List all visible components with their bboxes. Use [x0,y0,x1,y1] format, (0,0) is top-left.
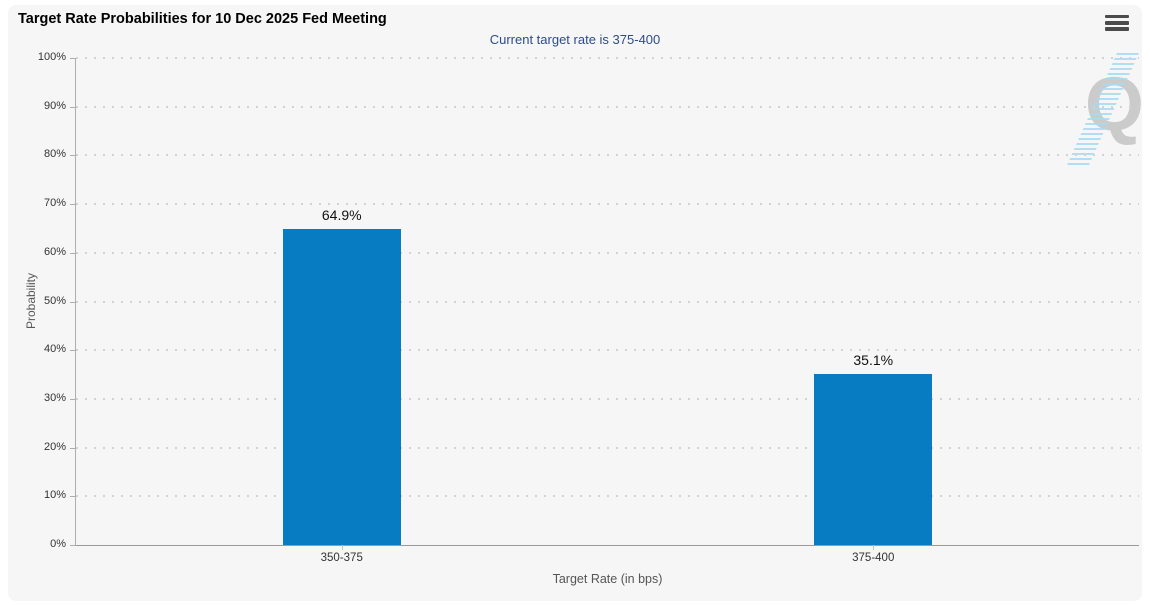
hamburger-icon [1105,21,1129,25]
y-gridline [76,397,1139,400]
y-tick-label: 60% [43,245,66,258]
y-gridline [76,446,1139,449]
y-tick-mark [70,58,76,59]
y-tick-label: 50% [43,294,66,307]
y-tick-label: 10% [43,489,66,502]
y-gridline [76,349,1139,352]
x-tick-label: 375-400 [852,552,895,564]
x-axis-title: Target Rate (in bps) [552,572,663,586]
y-tick-mark [70,301,76,303]
y-tick-label: 30% [43,391,66,404]
y-tick-label: 90% [43,99,66,112]
y-tick-label: 0% [50,538,66,550]
hamburger-icon [1105,27,1129,31]
y-tick-mark [70,398,76,400]
x-tick-mark [341,545,343,550]
y-tick-mark [70,204,76,206]
y-gridline [76,495,1139,498]
x-tick-label: 350-375 [320,552,363,564]
y-tick-label: 100% [37,51,66,63]
y-tick-label: 20% [43,440,66,453]
bar-value-label: 35.1% [853,352,894,369]
x-tick-mark [873,545,875,550]
y-tick-mark [70,496,76,498]
chart-subtitle: Current target rate is 375-400 [489,32,661,47]
probability-bar[interactable] [282,228,401,545]
y-tick-label: 40% [43,343,66,356]
y-gridline [76,154,1139,157]
chart-card: Target Rate Probabilities for 10 Dec 202… [8,5,1144,601]
y-tick-mark [70,106,76,108]
bar-value-label: 64.9% [321,206,362,223]
y-tick-mark [70,350,76,352]
y-gridline [76,105,1139,108]
y-tick-mark [70,447,76,449]
probability-bar[interactable] [814,374,933,545]
y-tick-label: 80% [43,148,66,161]
y-tick-label: 70% [43,197,66,210]
hamburger-icon [1105,15,1129,19]
y-gridline [76,251,1139,254]
chart-title: Target Rate Probabilities for 10 Dec 202… [18,11,387,27]
chart-menu-button[interactable] [1105,15,1129,32]
y-tick-mark [70,252,76,254]
y-gridline [76,203,1139,206]
y-tick-mark [70,155,76,157]
plot-area: Probability Target Rate (in bps) 0% 10% 20… [24,51,1139,586]
y-tick-mark [70,545,76,546]
y-gridline [76,300,1139,303]
y-gridline [76,57,1139,59]
